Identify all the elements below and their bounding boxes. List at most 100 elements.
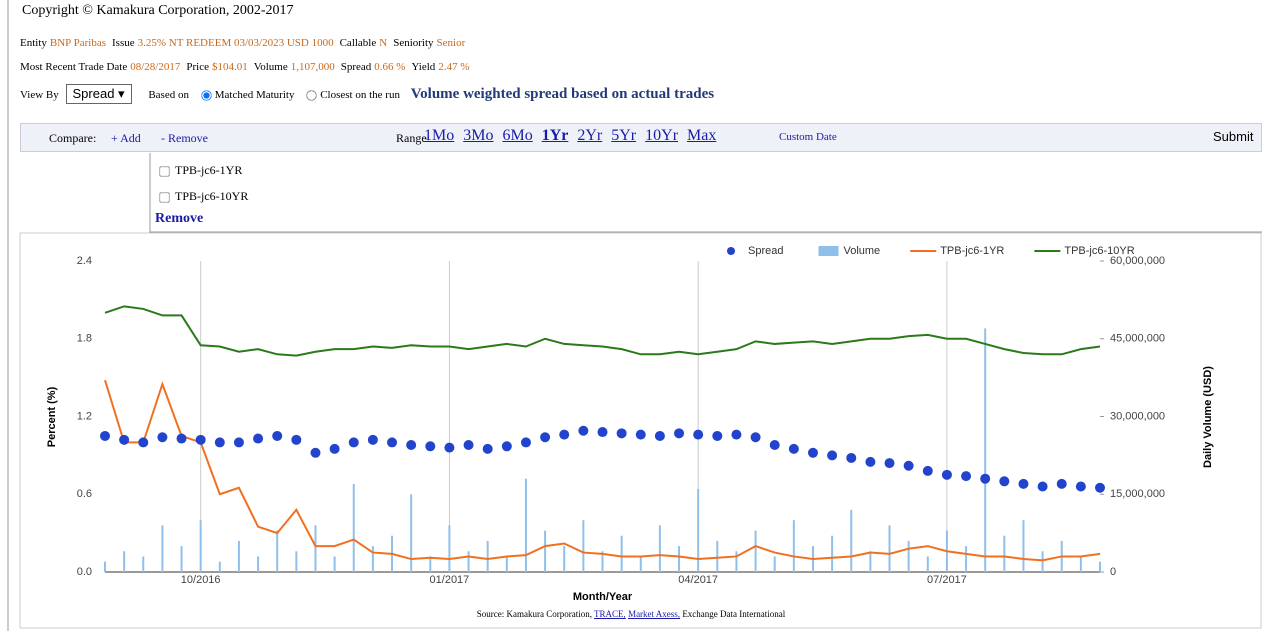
view-by-select[interactable]: Spread ▾: [65, 84, 132, 104]
field-label: Callable: [339, 37, 377, 49]
radio[interactable]: [201, 90, 212, 101]
spread-point: [482, 443, 493, 454]
checkbox[interactable]: [159, 166, 170, 177]
range-link[interactable]: 2Yr: [577, 127, 603, 144]
y2-tick-label: 15,000,000: [1110, 488, 1165, 500]
series-line: [104, 305, 1101, 357]
checkbox[interactable]: [159, 192, 170, 203]
range-link[interactable]: 1Yr: [541, 127, 569, 144]
x-axis-label: Month/Year: [573, 591, 633, 603]
field-value: 1,107,000: [290, 61, 335, 73]
spread-point: [291, 434, 302, 445]
spread-point: [329, 443, 340, 454]
option: Matched Maturity: [214, 89, 295, 101]
spread-point: [578, 425, 589, 436]
legend-label: Spread: [748, 245, 783, 257]
option: Closest on the run: [320, 89, 400, 101]
volume-bar: [582, 520, 585, 572]
volume-bar: [505, 556, 508, 572]
spread-point: [444, 442, 455, 453]
custom-date[interactable]: Custom Date: [779, 131, 837, 143]
spread-point: [559, 429, 570, 440]
spread-point: [903, 460, 914, 471]
x-tick-label: 10/2016: [181, 574, 221, 586]
volume-bar: [907, 540, 910, 572]
volume-bar: [257, 556, 260, 572]
trade-row: Most Recent Trade Date 08/28/2017 Price $10…: [20, 61, 475, 73]
volume-bar: [1079, 556, 1082, 572]
y-tick-label: 0.0: [77, 566, 92, 578]
volume-bar: [639, 556, 642, 572]
source: Source: Kamakura Corporation, TRACE, Mar…: [0, 609, 1262, 619]
spread-point: [138, 437, 149, 448]
volume-bar: [678, 546, 681, 572]
based-on: Based on: [148, 89, 189, 101]
remove-button[interactable]: Remove: [155, 211, 204, 226]
spread-point: [463, 440, 474, 451]
volume-bar: [276, 530, 279, 572]
range-link[interactable]: 3Mo: [463, 127, 494, 144]
y-axis-label: Percent (%): [46, 386, 58, 447]
source-text: Exchange Data International: [682, 609, 786, 619]
volume-bar: [467, 551, 470, 572]
compare-item: TPB-jc6-1YR: [158, 163, 242, 178]
volume-bar: [1041, 551, 1044, 572]
spread-point: [520, 437, 531, 448]
source-link[interactable]: Market Axess,: [628, 609, 681, 619]
spread-point: [406, 440, 417, 451]
spread-point: [827, 450, 838, 461]
volume-bar: [161, 525, 164, 572]
volume-bar: [754, 530, 757, 572]
spread-point: [922, 465, 933, 476]
volume-bar: [620, 535, 623, 572]
spread-point: [1056, 478, 1067, 489]
range-link[interactable]: 1Mo: [424, 127, 455, 144]
volume-bar: [926, 556, 929, 572]
remove-link[interactable]: - Remove: [161, 131, 208, 145]
spread-point: [540, 432, 551, 443]
volume-bar: [295, 551, 298, 572]
source-link[interactable]: TRACE,: [594, 609, 626, 619]
field-label: Price: [186, 61, 209, 73]
volume-bar: [792, 520, 795, 572]
spread-point: [214, 437, 225, 448]
volume-bar: [237, 540, 240, 572]
spread-point: [961, 471, 972, 482]
radio[interactable]: [306, 90, 317, 101]
spread-point: [425, 441, 436, 452]
field-value: 08/28/2017: [130, 61, 181, 73]
source-text: Source: Kamakura Corporation,: [476, 609, 592, 619]
spread-point: [807, 447, 818, 458]
y2-tick-label: 45,000,000: [1110, 333, 1165, 345]
field-label: Seniority: [393, 37, 434, 49]
range-link[interactable]: 6Mo: [502, 127, 533, 144]
spread-point: [233, 437, 244, 448]
volume-bar: [658, 525, 661, 572]
volume-bar: [850, 509, 853, 572]
submit[interactable]: Submit: [1213, 129, 1254, 144]
spread-point: [1018, 478, 1029, 489]
x-tick-label: 01/2017: [430, 574, 470, 586]
series-line: [104, 379, 1101, 562]
volume-bar: [180, 546, 183, 572]
spread-point: [387, 437, 398, 448]
range-link[interactable]: 5Yr: [611, 127, 637, 144]
volume-bar: [429, 556, 432, 572]
y-tick-label: 1.8: [77, 333, 92, 345]
range-list: 1Mo 3Mo 6Mo 1Yr 2Yr 5Yr 10Yr Max: [424, 127, 725, 145]
spread-point: [712, 430, 723, 441]
spread-point: [1095, 482, 1105, 493]
range-link[interactable]: 10Yr: [645, 127, 679, 144]
range-link[interactable]: Max: [687, 127, 717, 144]
legend-label: TPB-jc6-10YR: [1064, 245, 1134, 257]
spread-point: [310, 447, 321, 458]
spread-point: [731, 429, 742, 440]
spread-point: [272, 430, 283, 441]
field-label: Volume: [253, 61, 288, 73]
y2-tick-label: 30,000,000: [1110, 410, 1165, 422]
select-value: Spread: [72, 86, 115, 101]
add-link[interactable]: + Add: [111, 131, 141, 145]
volume-bar: [735, 551, 738, 572]
field-label: Issue: [112, 37, 135, 49]
